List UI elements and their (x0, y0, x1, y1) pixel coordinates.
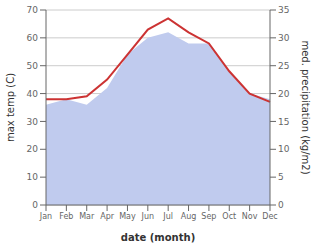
svg-text:5: 5 (278, 172, 284, 182)
svg-text:Nov: Nov (242, 212, 258, 221)
svg-text:Sep: Sep (201, 212, 216, 221)
svg-text:max temp (C): max temp (C) (8, 73, 16, 142)
svg-text:Oct: Oct (222, 212, 236, 221)
svg-text:10: 10 (278, 144, 290, 154)
svg-text:Jan: Jan (39, 212, 52, 221)
svg-text:15: 15 (278, 117, 289, 127)
svg-text:10: 10 (27, 172, 39, 182)
svg-text:70: 70 (27, 5, 39, 15)
svg-text:40: 40 (27, 89, 39, 99)
svg-text:Jul: Jul (162, 212, 173, 221)
svg-text:35: 35 (278, 5, 289, 15)
svg-text:Mar: Mar (79, 212, 95, 221)
svg-text:0: 0 (32, 200, 38, 210)
svg-text:20: 20 (278, 89, 290, 99)
svg-text:Feb: Feb (59, 212, 73, 221)
svg-text:Aug: Aug (181, 212, 197, 221)
svg-text:50: 50 (27, 61, 39, 71)
svg-text:25: 25 (278, 61, 289, 71)
svg-text:30: 30 (278, 33, 290, 43)
svg-text:Apr: Apr (100, 212, 115, 221)
svg-text:May: May (119, 212, 136, 221)
svg-text:date (month): date (month) (121, 232, 195, 243)
svg-text:med. precipitation (kg/m2): med. precipitation (kg/m2) (300, 40, 310, 174)
svg-text:Dec: Dec (262, 212, 277, 221)
svg-text:20: 20 (27, 144, 39, 154)
svg-text:Jun: Jun (141, 212, 155, 221)
svg-text:30: 30 (27, 117, 39, 127)
svg-text:60: 60 (27, 33, 39, 43)
svg-text:0: 0 (278, 200, 284, 210)
